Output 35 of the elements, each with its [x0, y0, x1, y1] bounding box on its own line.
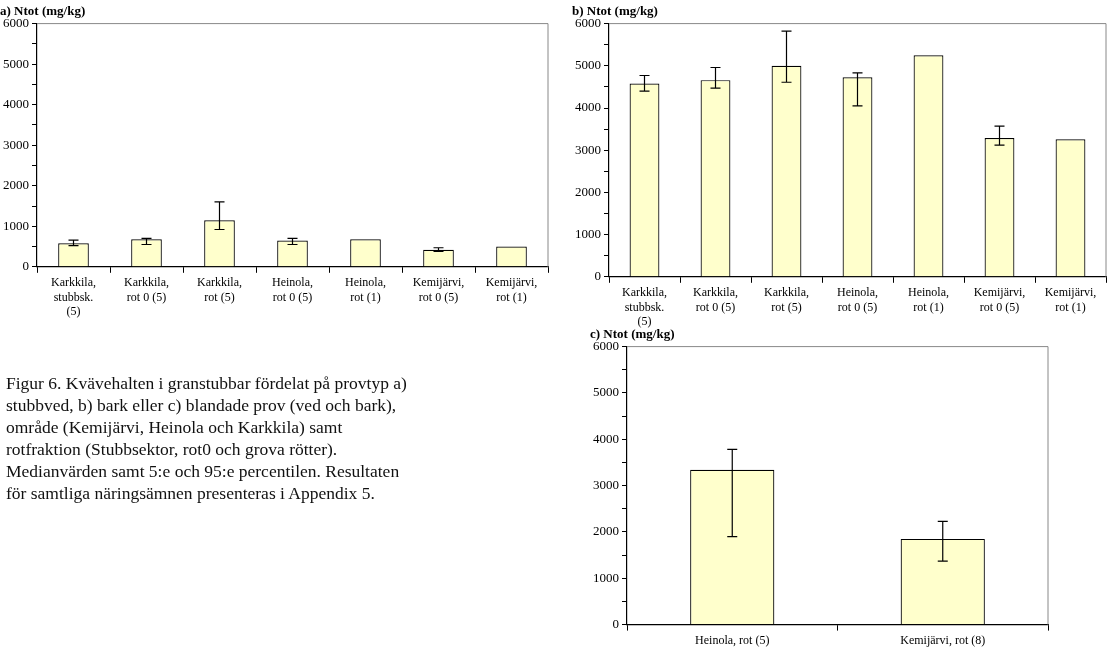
y-tick-label: 5000: [575, 57, 601, 73]
y-tick-label: 4000: [3, 96, 29, 112]
x-tick-label: Heinola, rot (1): [908, 285, 949, 314]
y-tick-label: 0: [22, 258, 29, 274]
x-tick-label: Karkkila, rot 0 (5): [124, 275, 169, 304]
y-tick-label: 2000: [3, 177, 29, 193]
x-tick-label: Karkkila, rot (5): [764, 285, 809, 314]
y-tick-label: 3000: [575, 141, 601, 157]
y-tick-label: 4000: [593, 430, 619, 446]
x-tick-label: Heinola, rot (5): [695, 632, 770, 647]
y-tick-label: 2000: [593, 523, 619, 539]
x-tick-label: Kemijärvi, rot (1): [485, 275, 538, 304]
x-tick-label: Karkkila, rot 0 (5): [693, 285, 738, 314]
y-tick-label: 1000: [593, 569, 619, 585]
y-tick-label: 3000: [3, 136, 29, 152]
x-tick-label: Kemijärvi, rot (8): [900, 632, 986, 647]
x-tick-label: Karkkila, stubbsk. (5): [622, 285, 667, 328]
y-tick-label: 2000: [575, 183, 601, 199]
x-tick-label: Kemijärvi, rot 0 (5): [973, 285, 1026, 314]
y-tick-label: 1000: [3, 217, 29, 233]
x-tick-label: Heinola, rot (1): [345, 275, 386, 304]
y-tick-label: 0: [594, 268, 601, 284]
y-tick-label: 5000: [3, 55, 29, 71]
text: Figur 6. Kvävehalten i granstubbar fördelat på provtyp a) stubbved, b) bark eller c) blandade prov (ved och bark), område (Kemijärvi, Heinola och Karkkila) samt rotfraktion (Stubbsektor, rot0 och grova rötter). Medianvärden samt 5:e och 95:e percentilen. Resultaten för samtliga näringsämnen presenteras i Appendix 5.: [6, 372, 408, 504]
y-tick-label: 3000: [593, 477, 619, 493]
x-tick-label: Karkkila, rot (5): [197, 275, 242, 304]
x-tick-label: Kemijärvi, rot 0 (5): [412, 275, 465, 304]
y-tick-label: 0: [612, 616, 619, 632]
x-tick-label: Kemijärvi, rot (1): [1044, 285, 1097, 314]
y-tick-label: 5000: [593, 384, 619, 400]
y-tick-label: 1000: [575, 226, 601, 242]
y-tick-label: 4000: [575, 99, 601, 115]
x-tick-label: Heinola, rot 0 (5): [837, 285, 878, 314]
x-tick-label: Karkkila, stubbsk. (5): [51, 275, 96, 318]
x-tick-label: Heinola, rot 0 (5): [272, 275, 313, 304]
